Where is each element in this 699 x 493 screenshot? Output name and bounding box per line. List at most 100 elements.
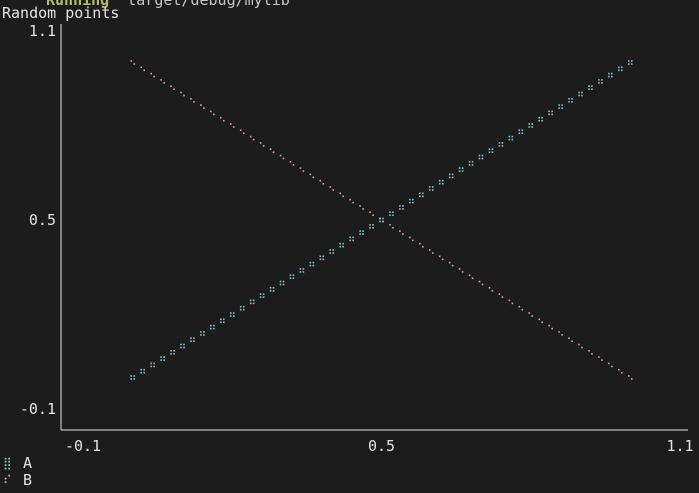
point-dot: [422, 192, 424, 195]
series-b: [130, 60, 633, 380]
point-dot: [561, 104, 563, 106]
point-dot: [170, 350, 172, 352]
data-point: [249, 299, 255, 305]
point-dot: [322, 255, 325, 258]
point-dot: [342, 195, 344, 198]
point-dot: [369, 211, 371, 213]
point-dot: [302, 170, 305, 172]
point-dot: [180, 91, 182, 94]
data-point: [428, 249, 434, 254]
point-dot: [389, 214, 391, 216]
point-dot: [130, 60, 133, 62]
point-dot: [441, 179, 444, 182]
data-point: [568, 98, 573, 103]
point-dot: [581, 91, 583, 94]
data-point: [508, 135, 514, 141]
point-dot: [329, 252, 332, 254]
point-dot: [183, 343, 185, 346]
data-point: [220, 318, 225, 324]
data-point: [419, 192, 424, 198]
point-dot: [220, 321, 222, 324]
point-dot: [232, 312, 235, 314]
point-dot: [312, 176, 315, 179]
point-dot: [618, 66, 620, 69]
plot-tick-labels: -0.1 0.5 1.1 1.1 0.5 -0.1: [20, 22, 694, 455]
data-point: [448, 261, 454, 267]
point-dot: [402, 205, 404, 207]
point-dot: [163, 82, 165, 84]
point-dot: [242, 305, 245, 308]
point-dot: [239, 305, 242, 308]
point-dot: [478, 157, 481, 160]
point-dot: [471, 164, 474, 166]
point-dot: [143, 371, 145, 374]
point-dot: [409, 236, 411, 239]
point-dot: [461, 170, 464, 172]
point-dot: [362, 208, 364, 210]
data-point: [339, 192, 344, 198]
point-dot: [511, 138, 514, 141]
point-dot: [627, 375, 630, 377]
data-point: [319, 179, 325, 185]
data-point: [528, 312, 534, 317]
data-point: [349, 198, 354, 204]
point-dot: [627, 60, 630, 62]
point-dot: [359, 233, 361, 235]
point-dot: [153, 75, 155, 78]
data-point: [578, 343, 583, 349]
point-dot: [481, 157, 484, 160]
data-point: [259, 142, 265, 147]
point-dot: [242, 132, 245, 135]
point-dot: [508, 299, 511, 302]
point-dot: [332, 252, 335, 254]
point-dot: [608, 75, 610, 78]
x-tick-label: -0.1: [65, 437, 101, 455]
point-dot: [302, 271, 305, 273]
point-dot: [223, 318, 225, 321]
point-dot: [461, 167, 464, 169]
point-dot: [180, 343, 182, 346]
point-dot: [223, 321, 225, 324]
point-dot: [352, 239, 354, 242]
data-point: [438, 255, 444, 261]
point-dot: [399, 208, 401, 210]
point-dot: [548, 110, 550, 113]
point-dot: [319, 179, 322, 182]
data-point: [488, 287, 494, 292]
point-dot: [412, 198, 414, 201]
point-dot: [262, 296, 265, 298]
point-dot: [309, 264, 312, 267]
point-dot: [372, 224, 374, 226]
data-point: [598, 356, 603, 361]
point-dot: [289, 277, 292, 279]
point-dot: [531, 126, 534, 128]
point-dot: [422, 195, 424, 198]
point-dot: [249, 302, 252, 305]
point-dot: [319, 258, 322, 261]
point-dot: [190, 340, 192, 342]
point-dot: [232, 315, 235, 317]
point-dot: [143, 69, 145, 72]
y-tick-label: 1.1: [29, 22, 56, 40]
data-point: [200, 104, 205, 109]
data-point: [249, 135, 255, 141]
point-dot: [541, 116, 543, 119]
data-point: [319, 255, 325, 261]
data-point: [468, 274, 474, 279]
point-dot: [289, 274, 292, 276]
point-dot: [431, 189, 434, 191]
data-point: [389, 224, 394, 229]
point-dot: [621, 66, 623, 69]
data-point: [180, 91, 185, 97]
data-point: [588, 350, 593, 355]
point-dot: [153, 365, 155, 368]
point-dot: [451, 176, 454, 179]
data-point: [359, 230, 364, 235]
point-dot: [210, 110, 212, 113]
data-point: [229, 312, 235, 317]
point-dot: [581, 94, 583, 97]
data-point: [170, 350, 175, 355]
point-dot: [329, 186, 332, 188]
data-point: [488, 148, 494, 153]
point-dot: [528, 312, 531, 314]
